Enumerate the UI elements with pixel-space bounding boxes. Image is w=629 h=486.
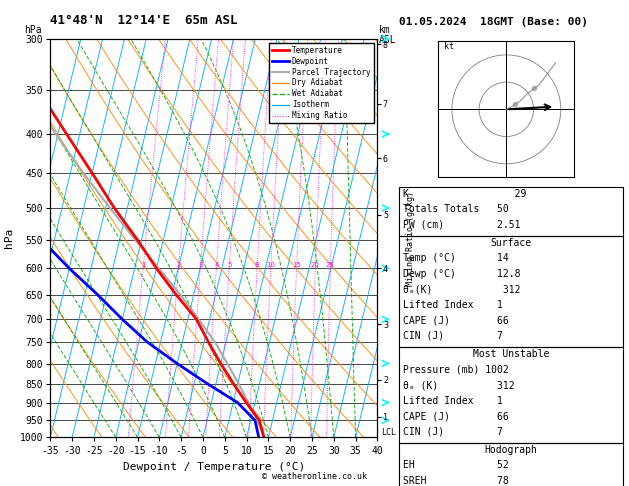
Text: 2: 2 xyxy=(176,262,181,268)
Text: Totals Totals   50: Totals Totals 50 xyxy=(403,204,508,214)
Text: 01.05.2024  18GMT (Base: 00): 01.05.2024 18GMT (Base: 00) xyxy=(399,17,588,27)
Text: 1: 1 xyxy=(141,262,145,268)
Text: CAPE (J)        66: CAPE (J) 66 xyxy=(403,315,508,326)
Text: 10: 10 xyxy=(266,262,276,268)
Text: 41°48'N  12°14'E  65m ASL: 41°48'N 12°14'E 65m ASL xyxy=(50,14,238,27)
Text: Most Unstable: Most Unstable xyxy=(473,349,549,359)
Text: hPa: hPa xyxy=(24,25,42,35)
Text: Lifted Index    1: Lifted Index 1 xyxy=(403,396,503,406)
Text: Dewp (°C)       12.8: Dewp (°C) 12.8 xyxy=(403,269,520,279)
Text: CAPE (J)        66: CAPE (J) 66 xyxy=(403,411,508,421)
Text: Temp (°C)       14: Temp (°C) 14 xyxy=(403,253,508,263)
Text: 3: 3 xyxy=(198,262,203,268)
Y-axis label: hPa: hPa xyxy=(4,228,14,248)
Legend: Temperature, Dewpoint, Parcel Trajectory, Dry Adiabat, Wet Adiabat, Isotherm, Mi: Temperature, Dewpoint, Parcel Trajectory… xyxy=(269,43,374,123)
Text: CIN (J)         7: CIN (J) 7 xyxy=(403,331,503,341)
Text: Lifted Index    1: Lifted Index 1 xyxy=(403,300,503,310)
Text: 8: 8 xyxy=(255,262,259,268)
Text: © weatheronline.co.uk: © weatheronline.co.uk xyxy=(262,472,367,481)
Text: SREH            78: SREH 78 xyxy=(403,476,508,486)
Text: Surface: Surface xyxy=(491,238,532,248)
Text: θₑ (K)          312: θₑ (K) 312 xyxy=(403,380,514,390)
Text: CIN (J)         7: CIN (J) 7 xyxy=(403,427,503,437)
Text: EH              52: EH 52 xyxy=(403,460,508,470)
Text: kt: kt xyxy=(443,42,454,52)
X-axis label: Dewpoint / Temperature (°C): Dewpoint / Temperature (°C) xyxy=(123,462,305,472)
Text: 5: 5 xyxy=(227,262,231,268)
Text: 15: 15 xyxy=(292,262,301,268)
Text: 20: 20 xyxy=(311,262,320,268)
Text: PW (cm)         2.51: PW (cm) 2.51 xyxy=(403,220,520,230)
Text: 25: 25 xyxy=(326,262,335,268)
Text: θₑ(K)            312: θₑ(K) 312 xyxy=(403,284,520,295)
Text: km: km xyxy=(379,25,391,35)
Text: LCL: LCL xyxy=(381,428,396,437)
Text: ASL: ASL xyxy=(379,35,397,45)
Text: 4: 4 xyxy=(214,262,219,268)
Text: Pressure (mb) 1002: Pressure (mb) 1002 xyxy=(403,364,508,375)
Text: Mixing Ratio (g/kg): Mixing Ratio (g/kg) xyxy=(406,191,415,286)
Text: K                  29: K 29 xyxy=(403,189,526,199)
Text: Hodograph: Hodograph xyxy=(484,445,538,455)
